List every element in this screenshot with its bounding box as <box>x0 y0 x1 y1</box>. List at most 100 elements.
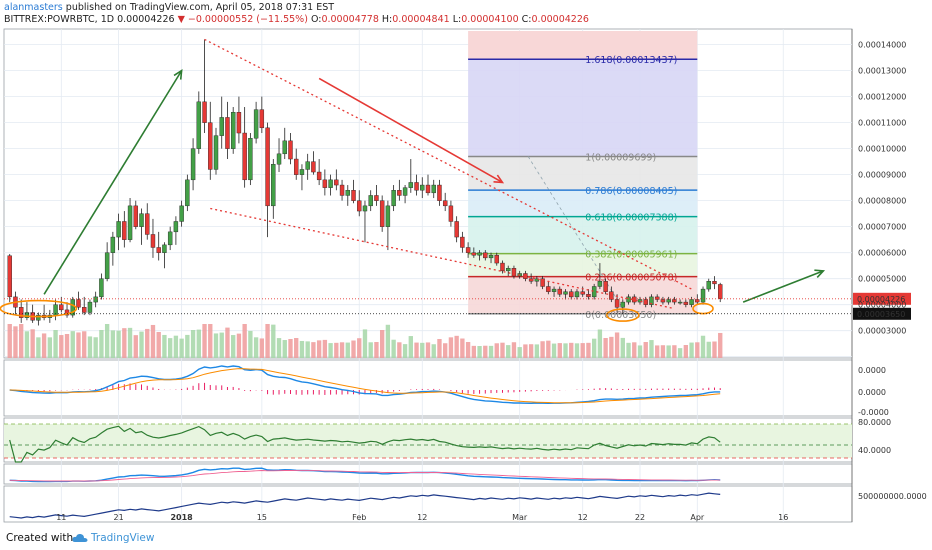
candle-body <box>24 312 30 318</box>
volume-bar <box>695 342 700 358</box>
volume-bar <box>448 337 454 358</box>
volume-bar <box>700 335 706 358</box>
volume-bar <box>506 345 511 358</box>
volume-bar <box>190 330 196 358</box>
volume-bar <box>672 345 677 358</box>
high-label: H: <box>381 14 393 25</box>
candle-body <box>276 153 282 165</box>
volume-bar <box>597 329 603 358</box>
candle-body <box>59 304 64 311</box>
candle-body <box>368 195 373 207</box>
fib-level-label: 1(0.00009699) <box>585 152 656 163</box>
volume-bar <box>534 344 540 358</box>
fib-zone <box>468 190 698 217</box>
y-tick-label: 0.00010000 <box>858 145 906 154</box>
candle-body <box>93 296 98 303</box>
low-ellipse <box>606 308 640 322</box>
candle-body <box>167 231 173 246</box>
fib-zone <box>468 59 698 157</box>
volume-bar <box>76 332 81 358</box>
volume-bar <box>265 324 270 358</box>
candle-body <box>259 109 265 129</box>
low-value: 0.00004100 <box>461 14 519 25</box>
volume-bar <box>402 344 408 358</box>
breakout-arrow <box>742 270 824 303</box>
low-label: L: <box>452 14 462 25</box>
volume-bar <box>609 336 614 358</box>
candle-body <box>127 205 133 240</box>
volume-bar <box>64 334 70 358</box>
candle-body <box>122 221 127 240</box>
candle-body <box>488 255 494 259</box>
candle-body <box>551 288 557 292</box>
candle-body <box>500 262 505 272</box>
publish-line: alanmasters published on TradingView.com… <box>4 2 334 14</box>
volume-bar <box>471 345 477 358</box>
oscillator-line-pink <box>9 470 721 482</box>
candle-body <box>374 195 379 201</box>
volume-bar <box>477 346 482 358</box>
chart-header: alanmasters published on TradingView.com… <box>0 0 932 28</box>
candle-body <box>700 288 706 303</box>
volume-bar <box>208 324 213 358</box>
candle-body <box>718 284 723 300</box>
candle-body <box>614 299 620 308</box>
candle-body <box>603 281 608 292</box>
candle-body <box>305 161 310 170</box>
x-tick-label: 2018 <box>170 513 193 522</box>
rsi-line <box>9 425 721 463</box>
volume-bar <box>591 338 597 358</box>
x-tick-label: 11 <box>56 513 66 522</box>
candle-body <box>460 236 465 248</box>
volume-bar <box>574 343 580 358</box>
y-tick-label: 0.00009000 <box>858 171 906 180</box>
volume-bar <box>379 330 385 358</box>
candle-body <box>242 132 247 181</box>
volume-bar <box>99 330 104 358</box>
candle-body <box>420 184 425 191</box>
volume-bar <box>167 338 173 358</box>
candle-body <box>265 127 270 207</box>
volume-bar <box>288 339 293 358</box>
volume-bar <box>19 324 24 358</box>
volume-bar <box>139 331 144 358</box>
candle-body <box>660 299 666 303</box>
author-name[interactable]: alanmasters <box>4 2 63 13</box>
volume-bar <box>271 324 276 358</box>
candle-body <box>597 281 603 287</box>
volume-bar <box>649 340 654 358</box>
x-tick-label: 21 <box>114 513 124 522</box>
volume-bar <box>13 326 18 358</box>
candle-body <box>672 299 677 303</box>
volume-bar <box>465 342 471 358</box>
tradingview-brand[interactable]: TradingView <box>72 532 154 544</box>
indicator-tick-label: 40.0000 <box>858 446 891 455</box>
candle-body <box>208 122 213 170</box>
price-tag-box <box>853 307 911 320</box>
volume-bar <box>632 342 637 358</box>
candle-body <box>563 291 568 295</box>
volume-bar <box>328 343 333 358</box>
volume-bar <box>391 339 396 358</box>
volume-bar <box>299 340 305 358</box>
candle-body <box>145 213 150 235</box>
volume-bar <box>677 348 683 358</box>
volume-bar <box>276 338 282 358</box>
candle-body <box>162 244 167 253</box>
volume-bar <box>528 344 534 358</box>
volume-bar <box>30 329 35 358</box>
candle-body <box>299 169 305 175</box>
candle-body <box>357 200 362 212</box>
volume-bar <box>511 342 517 358</box>
fib-level-label: 0(0.00003650) <box>585 310 656 321</box>
candle-body <box>677 301 683 304</box>
x-tick-label: 22 <box>635 513 645 522</box>
volume-bar <box>666 345 671 358</box>
candle-body <box>379 200 385 227</box>
candle-body <box>620 301 626 308</box>
volume-bar <box>557 343 562 358</box>
candle-body <box>632 296 637 303</box>
volume-bar <box>431 344 436 358</box>
